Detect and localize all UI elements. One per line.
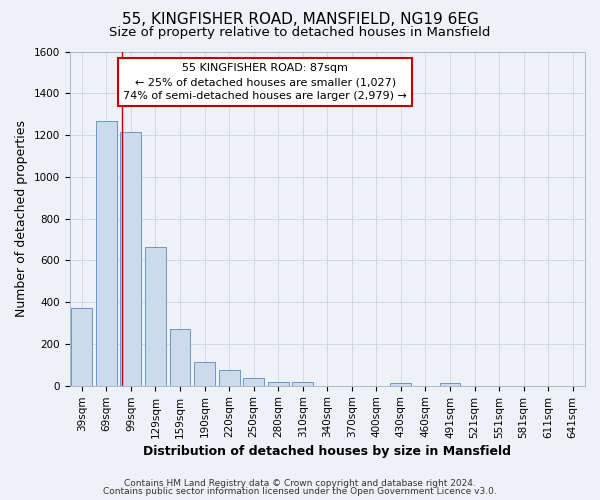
Bar [121,132,142,386]
Bar [218,370,239,386]
Bar [71,308,92,386]
X-axis label: Distribution of detached houses by size in Mansfield: Distribution of detached houses by size … [143,444,511,458]
Bar [96,122,117,386]
Y-axis label: Number of detached properties: Number of detached properties [15,120,28,317]
Bar [440,382,460,386]
Text: 55, KINGFISHER ROAD, MANSFIELD, NG19 6EG: 55, KINGFISHER ROAD, MANSFIELD, NG19 6EG [122,12,478,27]
Text: Contains public sector information licensed under the Open Government Licence v3: Contains public sector information licen… [103,487,497,496]
Text: 55 KINGFISHER ROAD: 87sqm
← 25% of detached houses are smaller (1,027)
74% of se: 55 KINGFISHER ROAD: 87sqm ← 25% of detac… [124,63,407,101]
Bar [145,247,166,386]
Bar [268,382,289,386]
Bar [243,378,264,386]
Text: Contains HM Land Registry data © Crown copyright and database right 2024.: Contains HM Land Registry data © Crown c… [124,479,476,488]
Bar [292,382,313,386]
Bar [170,330,190,386]
Bar [194,362,215,386]
Bar [391,382,412,386]
Text: Size of property relative to detached houses in Mansfield: Size of property relative to detached ho… [109,26,491,39]
